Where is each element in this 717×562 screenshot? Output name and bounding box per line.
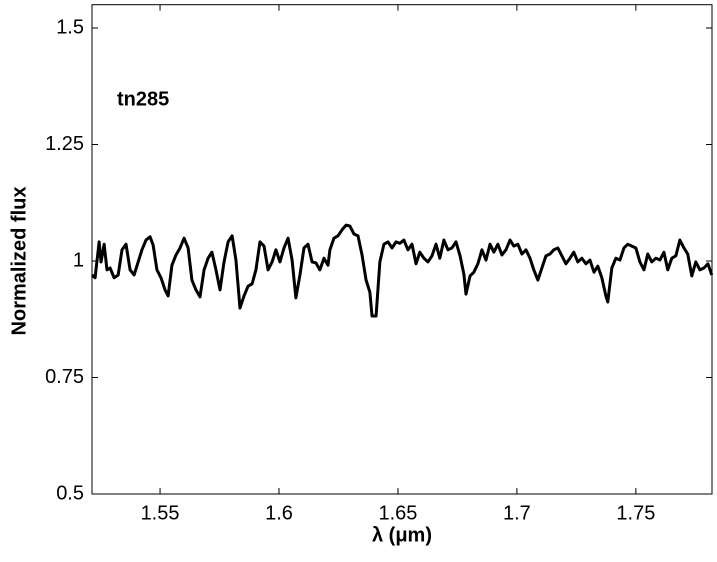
x-tick-label: 1.7: [503, 502, 531, 524]
annotation: tn285: [117, 88, 169, 110]
spectrum-line: [90, 223, 714, 318]
x-tick-label: 1.55: [141, 502, 180, 524]
x-axis-label: λ (μm): [372, 524, 432, 546]
y-tick-label: 1: [73, 249, 84, 271]
x-tick-label: 1.6: [265, 502, 293, 524]
y-tick-label: 0.75: [45, 366, 84, 388]
y-tick-label: 1.25: [45, 133, 84, 155]
y-axis-label: Normalized flux: [8, 187, 30, 336]
y-tick-label: 1.5: [56, 16, 84, 38]
plot-frame: [91, 4, 713, 495]
x-tick-label: 1.75: [616, 502, 655, 524]
y-tick-label: 0.5: [56, 482, 84, 504]
x-tick-label: 1.65: [378, 502, 417, 524]
